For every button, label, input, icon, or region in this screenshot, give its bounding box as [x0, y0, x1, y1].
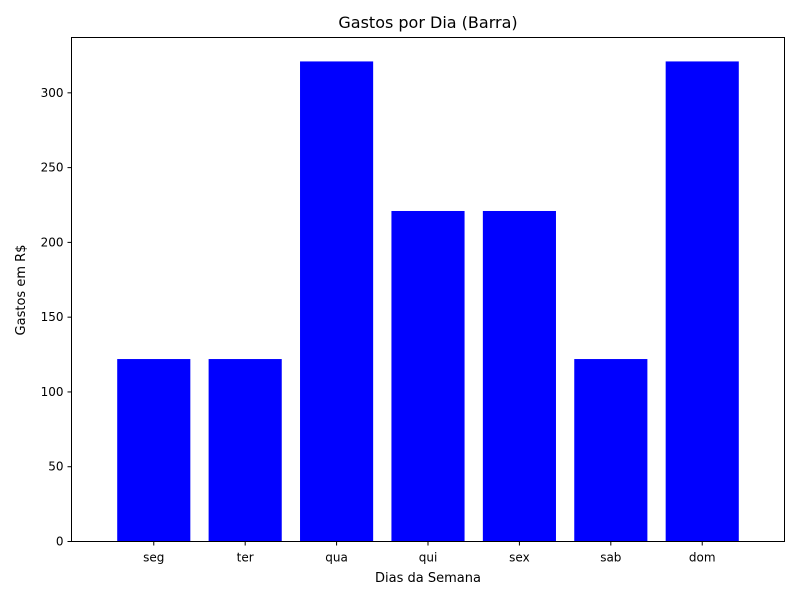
y-tick-label: 150 — [41, 310, 64, 324]
bars-group — [117, 61, 739, 542]
y-axis-label: Gastos em R$ — [14, 245, 29, 336]
y-tick-label: 200 — [41, 235, 64, 249]
bar-qui — [391, 210, 465, 542]
x-tick-label: qua — [325, 551, 348, 565]
x-axis-ticks: seg ter qua qui sex sab dom — [143, 541, 716, 565]
y-tick-label: 250 — [41, 161, 64, 175]
x-tick-label: ter — [237, 551, 254, 565]
x-tick-label: qui — [419, 551, 438, 565]
bar-sex — [482, 210, 556, 542]
y-tick-label: 50 — [48, 460, 63, 474]
x-tick-label: seg — [143, 551, 164, 565]
x-tick-label: dom — [689, 551, 716, 565]
bar-ter — [208, 359, 282, 542]
bar-dom — [665, 61, 739, 542]
axes-frame — [71, 37, 785, 542]
x-tick-label: sex — [509, 551, 530, 565]
y-tick-label: 100 — [41, 385, 64, 399]
y-axis-ticks: 0 50 100 150 200 250 300 — [41, 86, 72, 549]
bar-sab — [574, 359, 648, 542]
x-tick-label: sab — [600, 551, 621, 565]
chart-title: Gastos por Dia (Barra) — [338, 13, 517, 32]
y-tick-label: 0 — [56, 535, 64, 549]
bar-seg — [117, 359, 191, 542]
x-axis-label: Dias da Semana — [375, 571, 481, 586]
y-tick-label: 300 — [41, 86, 64, 100]
bar-qua — [300, 61, 374, 542]
